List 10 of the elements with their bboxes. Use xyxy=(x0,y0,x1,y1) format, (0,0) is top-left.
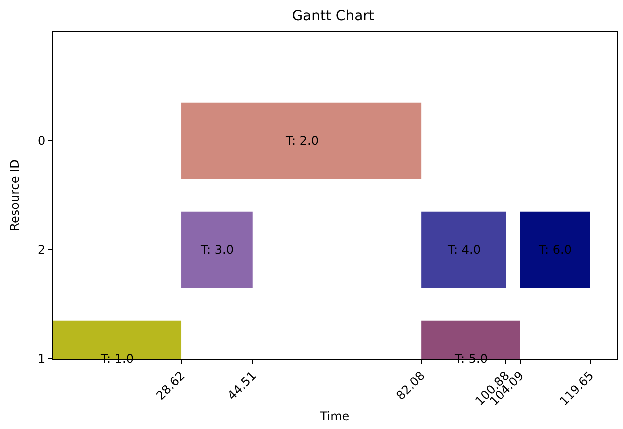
y-tick-label: 0 xyxy=(38,134,46,148)
series-label: T: 4.0 xyxy=(447,243,481,257)
y-tick-label: 1 xyxy=(38,352,46,366)
series-label: T: 6.0 xyxy=(538,243,572,257)
y-tick-label: 2 xyxy=(38,243,46,258)
series-label: T: 3.0 xyxy=(200,243,234,257)
chart-title: Gantt Chart xyxy=(292,8,375,25)
x-axis-title: Time xyxy=(319,409,350,424)
series-label: T: 2.0 xyxy=(285,134,319,148)
y-axis-title: Resource ID xyxy=(8,160,22,232)
